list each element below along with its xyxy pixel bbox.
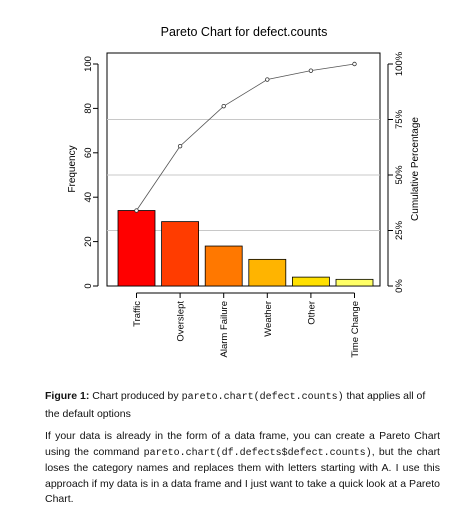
caption-text-before: Chart produced by	[89, 390, 182, 402]
left-tick-label: 40	[83, 192, 94, 203]
figure-caption: Figure 1: Chart produced by pareto.chart…	[45, 388, 440, 422]
right-tick-label: 50%	[394, 165, 405, 185]
body-text-part2: , but the chart loses the category names…	[45, 445, 440, 506]
right-tick-label: 25%	[394, 220, 405, 240]
pareto-chart: Pareto Chart for defect.counts 0 20 40 60 80…	[67, 25, 421, 358]
plot-frame	[106, 52, 381, 287]
bar-weather	[248, 258, 287, 287]
left-tick-label: 60	[83, 148, 94, 159]
left-axis: 0 20 40 60 80 100	[83, 56, 99, 289]
cumulative-line	[134, 61, 357, 213]
cumulative-point	[221, 103, 226, 109]
y-axis-label: Frequency	[67, 145, 78, 192]
bar-alarm-failure	[204, 245, 243, 287]
cumulative-polyline	[136, 63, 355, 211]
right-tick-label: 75%	[394, 109, 405, 129]
category-axis: Traffic Overslept Alarm Failure Weather Othe…	[132, 292, 361, 358]
category-label: Weather	[263, 301, 274, 337]
caption-text-after: that applies all of the default options	[45, 390, 426, 420]
left-tick-label: 80	[83, 103, 94, 114]
left-tick-label: 100	[83, 56, 94, 72]
category-label: Overslept	[176, 301, 187, 342]
body-text-part1: If your data is already in the form of a…	[45, 430, 440, 458]
right-tick-label: 0%	[394, 279, 405, 293]
category-label: Traffic	[132, 301, 143, 327]
cumulative-point	[177, 143, 183, 149]
bar-other	[291, 276, 330, 287]
cumulative-point	[265, 77, 270, 82]
bar-overslept	[161, 221, 200, 287]
category-label: Alarm Failure	[219, 301, 230, 358]
bars	[117, 210, 374, 287]
figure-label: Figure 1:	[45, 390, 90, 402]
y2-axis-label: Cumulative Percentage	[410, 117, 421, 221]
caption-code: pareto.chart(defect.counts)	[181, 392, 344, 403]
body-code: pareto.chart(df.defects$defect.counts)	[143, 447, 372, 459]
cumulative-point	[308, 68, 314, 73]
bar-time-change	[335, 278, 374, 287]
right-tick-label: 100%	[394, 51, 405, 76]
category-label: Other	[306, 301, 317, 325]
cumulative-point	[352, 61, 357, 67]
bar-traffic	[117, 210, 156, 287]
body-paragraph: If your data is already in the form of a…	[45, 429, 440, 508]
left-tick-label: 20	[83, 236, 94, 247]
left-tick-label: 0	[83, 283, 94, 288]
right-axis: 0% 25% 50% 75% 100%	[387, 51, 405, 293]
cumulative-point	[134, 208, 139, 213]
chart-title: Pareto Chart for defect.counts	[161, 25, 328, 39]
category-label: Time Change	[350, 301, 361, 358]
